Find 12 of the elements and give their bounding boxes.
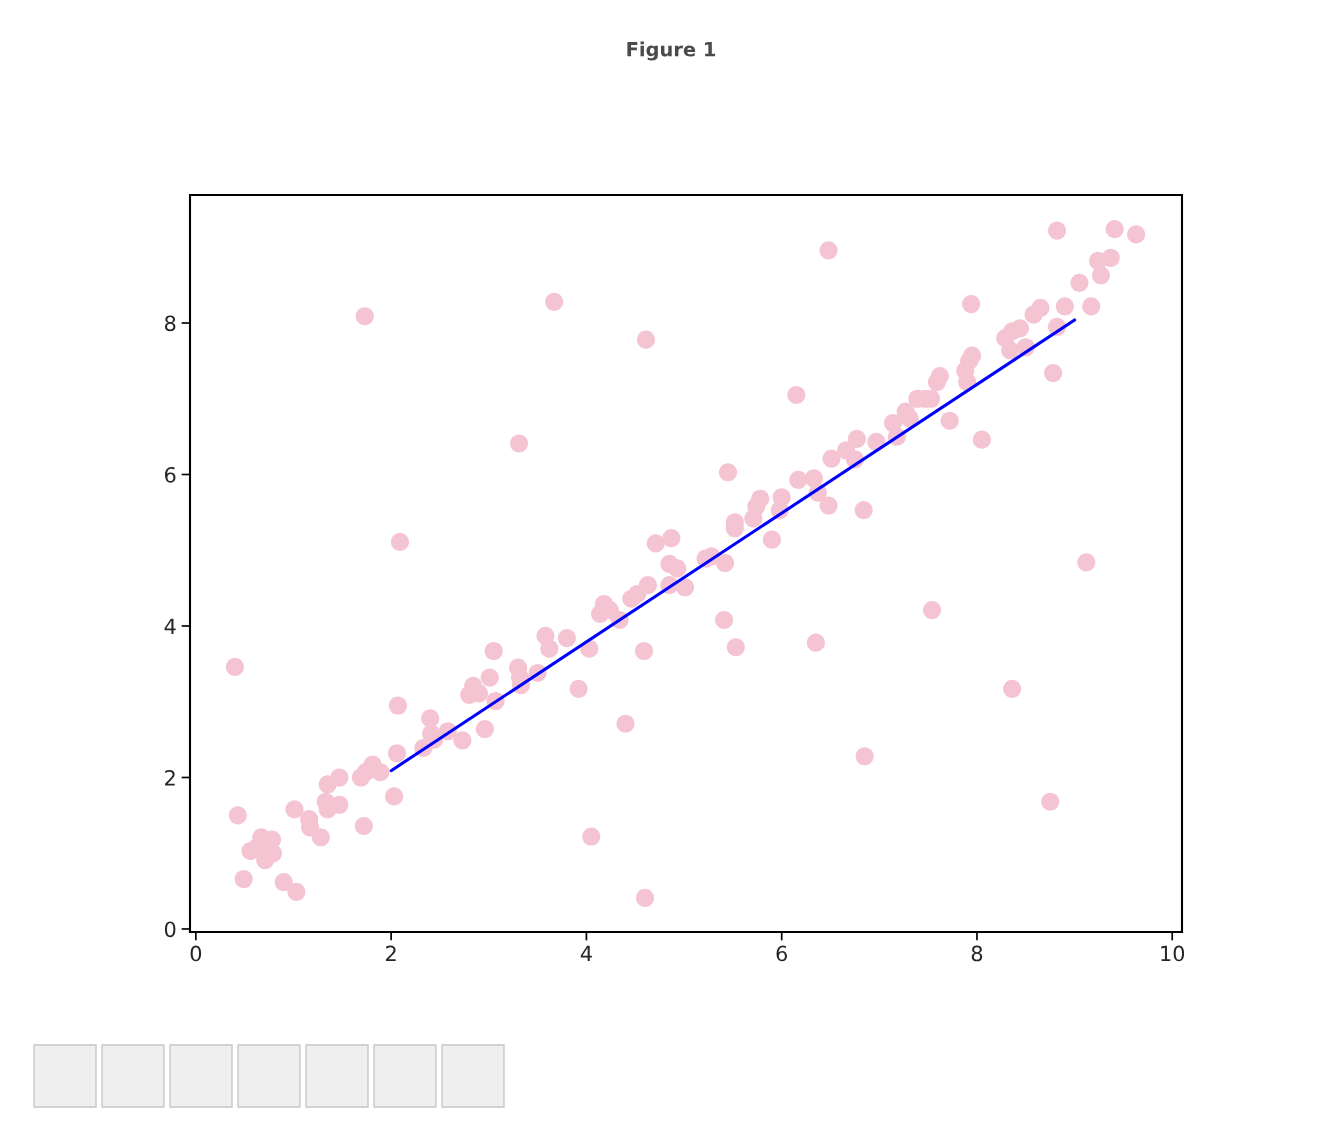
x-tick-label: 8 [971, 945, 983, 962]
x-tick-label: 10 [1161, 945, 1185, 962]
x-tick-label: 2 [386, 945, 396, 962]
y-tick-label: 2 [165, 769, 175, 786]
x-tick-label: 0 [190, 945, 202, 962]
y-tick-label: 4 [164, 618, 176, 634]
y-tick-label: 6 [165, 466, 176, 483]
x-tick-label: 4 [580, 945, 592, 962]
y-tick-label: 8 [164, 315, 176, 332]
x-tick-label: 6 [776, 945, 787, 962]
y-tick-label: 0 [164, 921, 176, 938]
chart-title: Figure 1 [627, 41, 716, 61]
